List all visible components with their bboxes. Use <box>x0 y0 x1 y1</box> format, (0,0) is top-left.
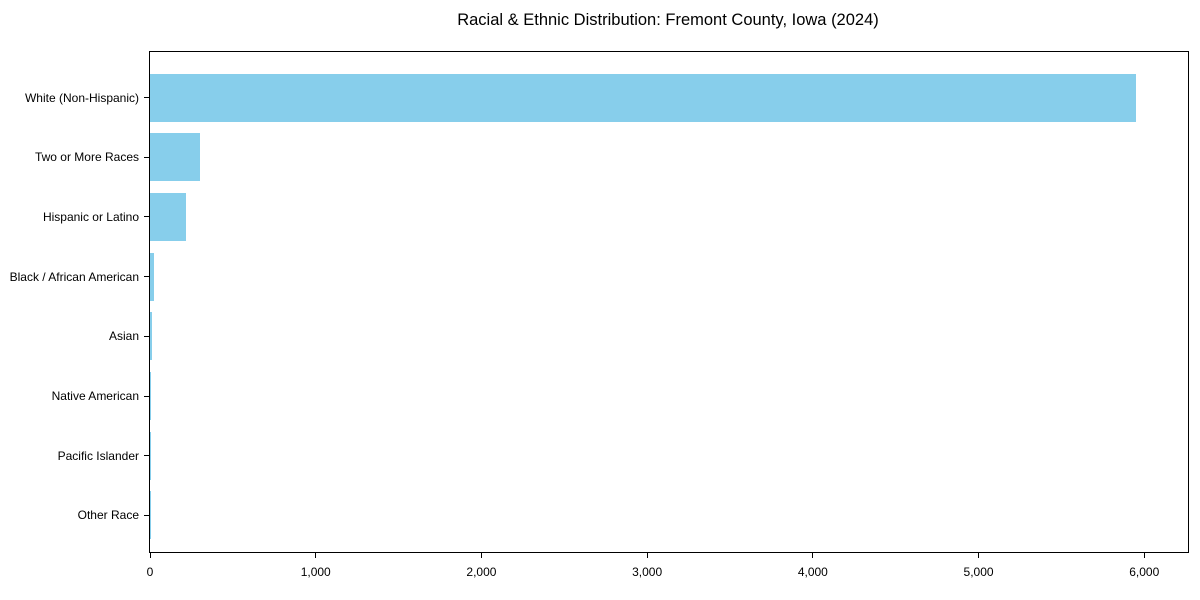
y-axis-tick <box>144 335 149 337</box>
y-tick-label-two-or-more-races: Two or More Races <box>34 150 139 165</box>
x-tick-label-5000: 5,000 <box>963 565 994 579</box>
bar-white-non-hispanic <box>150 73 1136 122</box>
y-axis-tick <box>144 514 149 516</box>
y-axis-tick <box>144 156 149 158</box>
chart-title: Racial & Ethnic Distribution: Fremont Co… <box>457 11 879 29</box>
x-tick-label-4000: 4,000 <box>797 565 828 579</box>
y-axis-tick <box>144 276 149 278</box>
y-tick-label-pacific-islander: Pacific Islander <box>57 448 139 463</box>
x-axis-tick <box>812 553 814 558</box>
x-axis-tick <box>646 553 648 558</box>
y-axis-tick <box>144 216 149 218</box>
y-tick-label-native-american: Native American <box>51 389 139 404</box>
bar-native-american <box>150 372 151 421</box>
x-axis-tick <box>315 553 317 558</box>
y-axis-tick <box>144 97 149 98</box>
plot-area: White (Non-Hispanic) Two or More Races His… <box>10 51 1189 579</box>
x-tick-label-3000: 3,000 <box>632 565 663 579</box>
x-tick-label-6000: 6,000 <box>1129 565 1160 579</box>
y-tick-label-hispanic-or-latino: Hispanic or Latino <box>42 209 139 224</box>
x-tick-label-1000: 1,000 <box>300 565 331 579</box>
x-axis-tick <box>978 553 980 558</box>
bar-two-or-more-races <box>150 133 200 182</box>
y-axis-tick <box>144 455 149 457</box>
bar-asian <box>150 312 152 361</box>
x-tick-label-2000: 2,000 <box>466 565 497 579</box>
x-axis-tick <box>480 553 482 558</box>
bar-black-african-american <box>150 252 154 301</box>
bar-hispanic-or-latino <box>150 192 187 241</box>
x-tick-label-0: 0 <box>146 565 154 579</box>
x-axis-tick <box>1143 553 1145 558</box>
y-axis-tick <box>144 395 149 397</box>
x-axis-tick <box>149 553 151 558</box>
y-tick-label-other-race: Other Race <box>77 508 139 523</box>
y-tick-label-white-non-hispanic: White (Non-Hispanic) <box>24 90 139 105</box>
y-tick-label-asian: Asian <box>108 329 139 344</box>
y-tick-label-black-african-american: Black / African American <box>9 269 139 284</box>
